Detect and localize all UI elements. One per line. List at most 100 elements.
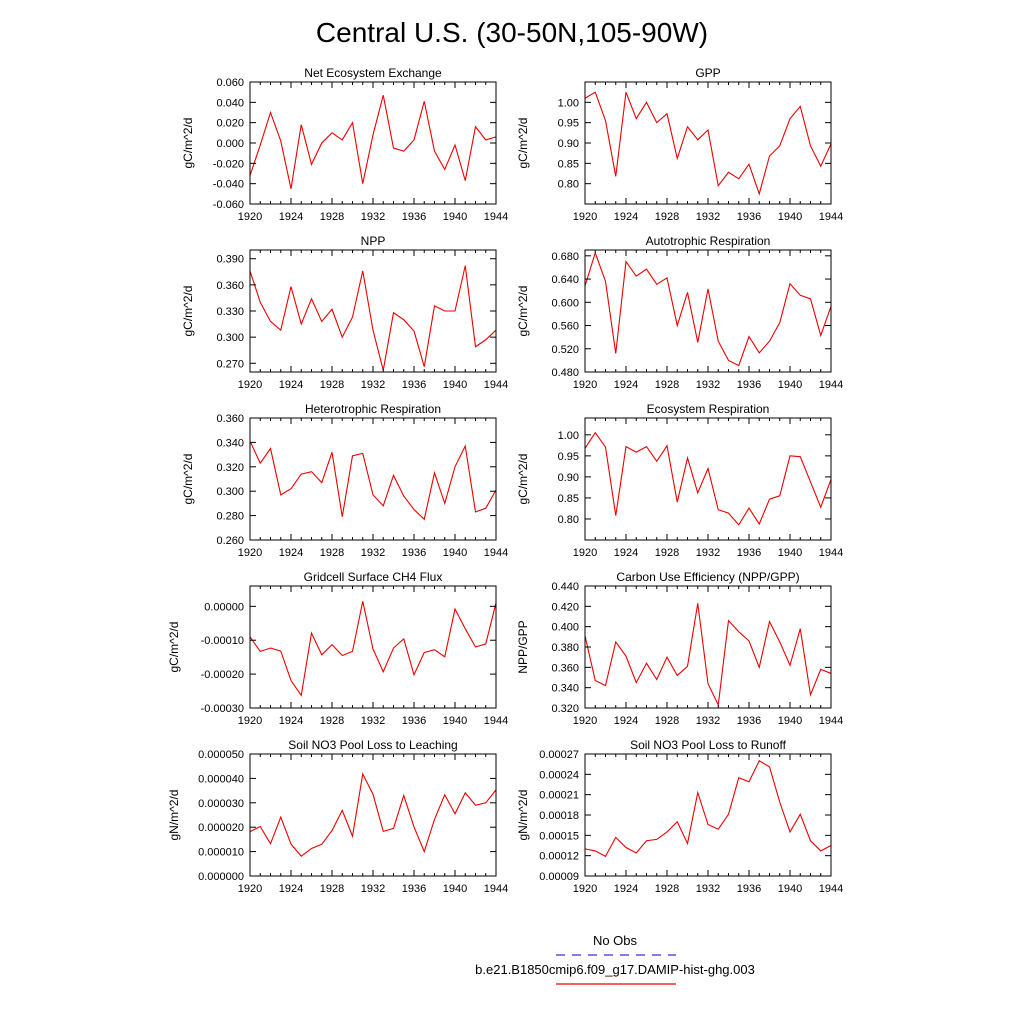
y-tick-label: 0.00024 [539,769,579,781]
x-tick-label: 1940 [778,379,802,391]
x-tick-label: 1932 [696,883,720,895]
x-tick-label: 1920 [573,715,597,727]
x-tick-label: 1920 [238,547,262,559]
plot-frame [249,753,497,877]
y-axis-label: gC/m^2/d [516,118,530,169]
y-tick-label: 0.330 [216,306,244,318]
x-tick-label: 1928 [655,547,679,559]
x-tick-label: 1940 [778,211,802,223]
x-tick-label: 1940 [443,547,467,559]
x-tick-label: 1936 [402,883,426,895]
y-tick-label: 0.040 [216,97,244,109]
x-tick-label: 1924 [614,883,638,895]
x-tick-label: 1936 [402,547,426,559]
x-tick-label: 1920 [573,547,597,559]
y-tick-label: 0.80 [558,514,579,526]
x-tick-label: 1944 [484,379,508,391]
y-tick-label: 0.320 [216,462,244,474]
x-tick-label: 1940 [443,883,467,895]
x-tick-label: 1924 [614,547,638,559]
y-tick-label: 0.00000 [204,601,244,613]
y-axis-label: gC/m^2/d [167,622,181,673]
x-tick-label: 1924 [279,379,303,391]
x-tick-label: 1920 [573,379,597,391]
x-tick-label: 1944 [819,547,843,559]
series-line [584,760,832,858]
y-tick-label: 0.000030 [198,798,244,810]
legend: No Obs b.e21.B1850cmip6.f09_g17.DAMIP-hi… [475,933,755,985]
y-tick-label: 0.00012 [539,851,579,863]
y-tick-label: 0.00009 [539,871,579,883]
x-tick-label: 1944 [484,547,508,559]
y-tick-label: 0.00027 [539,749,579,761]
legend-label-obs: No Obs [593,933,638,948]
series-line [249,265,497,371]
x-tick-label: 1944 [819,211,843,223]
plot-frame [584,249,832,373]
x-tick-label: 1936 [402,715,426,727]
chart-title: NPP [361,234,386,248]
x-tick-label: 1924 [614,211,638,223]
x-tick-label: 1936 [737,211,761,223]
x-tick-label: 1936 [737,379,761,391]
chart-autotrophic-respiration: Autotrophic Respiration 1920 1924 1928 1932 1… [516,234,843,391]
x-tick-label: 1924 [279,715,303,727]
y-tick-label: 0.85 [558,158,579,170]
x-tick-label: 1936 [737,883,761,895]
legend-entry-obs: No Obs [556,933,676,956]
y-axis-label: gN/m^2/d [167,790,181,841]
y-tick-label: 0.020 [216,118,244,130]
x-tick-label: 1932 [361,883,385,895]
x-tick-label: 1920 [573,883,597,895]
chart-title: Autotrophic Respiration [646,234,771,248]
x-tick-label: 1928 [655,379,679,391]
x-tick-label: 1932 [361,379,385,391]
chart-npp: NPP 1920 1924 1928 1932 1936 1940 1944 0.270 0.30… [181,234,508,391]
plot-frame [584,585,832,709]
y-axis-label: gC/m^2/d [181,118,195,169]
x-tick-label: 1940 [778,715,802,727]
plot-frame [249,417,497,541]
x-tick-label: 1944 [819,379,843,391]
series-line [584,91,832,196]
y-tick-label: 0.00021 [539,790,579,802]
x-tick-label: 1928 [655,211,679,223]
x-tick-label: 1932 [696,379,720,391]
y-tick-label: 0.360 [216,280,244,292]
y-axis-label: NPP/GPP [516,620,530,673]
figure-title: Central U.S. (30-50N,105-90W) [316,17,708,48]
y-tick-label: 0.360 [551,662,579,674]
x-tick-label: 1920 [573,211,597,223]
y-axis-label: gC/m^2/d [181,454,195,505]
x-tick-label: 1944 [819,883,843,895]
series-line [249,440,497,521]
x-tick-label: 1944 [484,883,508,895]
y-tick-label: -0.00020 [201,669,244,681]
chart-panels: Net Ecosystem Exchange 1920 1924 1928 1932 19… [167,66,843,895]
x-tick-label: 1928 [655,883,679,895]
x-tick-label: 1920 [238,715,262,727]
x-tick-label: 1924 [614,379,638,391]
x-tick-label: 1940 [778,883,802,895]
chart-title: Net Ecosystem Exchange [304,66,442,80]
chart-soil-no3-pool-loss-to-leaching: Soil NO3 Pool Loss to Leaching 1920 1924 19… [167,738,508,895]
y-axis-label: gC/m^2/d [516,454,530,505]
legend-label-model: b.e21.B1850cmip6.f09_g17.DAMIP-hist-ghg.… [475,962,755,977]
x-tick-label: 1944 [484,211,508,223]
y-tick-label: 0.360 [216,413,244,425]
y-tick-label: 0.280 [216,511,244,523]
x-tick-label: 1924 [279,547,303,559]
chart-title: Soil NO3 Pool Loss to Runoff [630,738,787,752]
y-tick-label: 0.90 [558,472,579,484]
plot-frame [249,81,497,205]
y-tick-label: -0.00030 [201,703,244,715]
series-line [249,772,497,857]
legend-entry-model: b.e21.B1850cmip6.f09_g17.DAMIP-hist-ghg.… [475,962,755,985]
y-tick-label: 0.380 [551,642,579,654]
x-tick-label: 1928 [655,715,679,727]
x-tick-label: 1920 [238,211,262,223]
y-tick-label: 0.80 [558,179,579,191]
x-tick-label: 1932 [361,715,385,727]
chart-gridcell-surface-ch4-flux: Gridcell Surface CH4 Flux 1920 1924 1928 193… [167,570,508,727]
